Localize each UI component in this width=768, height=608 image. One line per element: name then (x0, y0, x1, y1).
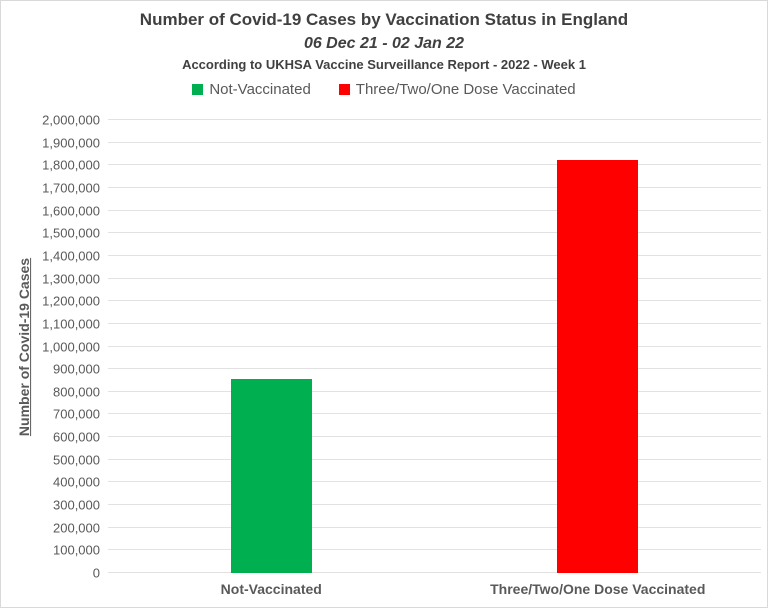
gridline (108, 481, 761, 483)
y-axis-title-wrap: Number of Covid-19 Cases (6, 120, 42, 573)
legend-item-vaccinated: Three/Two/One Dose Vaccinated (338, 81, 576, 98)
bar-not-vaccinated (230, 379, 312, 573)
y-tick-label: 1,400,000 (42, 248, 100, 264)
y-tick-label: 200,000 (53, 520, 100, 536)
y-tick-label: 400,000 (53, 474, 100, 490)
gridline (108, 300, 761, 302)
gridline (108, 232, 761, 234)
gridline (108, 345, 761, 347)
gridline (108, 549, 761, 551)
chart-title: Number of Covid-19 Cases by Vaccination … (139, 10, 629, 29)
x-axis-labels: Not-Vaccinated Three/Two/One Dose Vaccina… (108, 581, 761, 601)
gridline (108, 141, 761, 143)
gridline (108, 277, 761, 279)
gridline (108, 254, 761, 256)
legend-swatch-vaccinated-icon (338, 84, 350, 95)
gridline (108, 413, 761, 415)
y-tick-label: 2,000,000 (42, 112, 100, 128)
chart-legend: Not-Vaccinated Three/Two/One Dose Vaccin… (1, 81, 767, 98)
y-tick-label: 1,500,000 (42, 225, 100, 241)
y-tick-label: 600,000 (53, 429, 100, 445)
chart-source-note: According to UKHSA Vaccine Surveillance … (182, 57, 586, 72)
gridline (108, 164, 761, 166)
gridline (108, 458, 761, 460)
legend-swatch-not-vaccinated-icon (192, 84, 204, 95)
y-tick-label: 1,300,000 (42, 271, 100, 287)
gridline (108, 504, 761, 506)
y-tick-label: 0 (92, 565, 100, 581)
y-tick-label: 1,100,000 (42, 316, 100, 332)
plot-area: 0 100,000 200,000 300,000 400,000 500,000 600,… (42, 114, 761, 580)
x-tick-label: Not-Vaccinated (220, 581, 322, 597)
bar-three-two-one-dose-vaccinated (557, 159, 639, 573)
y-tick-label: 500,000 (53, 452, 100, 468)
y-axis-title: Number of Covid-19 Cases (16, 257, 33, 436)
gridline (108, 526, 761, 528)
legend-label-vaccinated: Three/Two/One Dose Vaccinated (355, 81, 576, 98)
gridline (108, 368, 761, 370)
gridline (108, 209, 761, 211)
y-tick-label: 1,600,000 (42, 203, 100, 219)
gridline (108, 322, 761, 324)
gridline (108, 572, 761, 573)
y-tick-label: 1,000,000 (42, 339, 100, 354)
legend-item-not-vaccinated: Not-Vaccinated (192, 81, 311, 98)
y-tick-label: 900,000 (53, 361, 100, 377)
y-tick-label: 1,800,000 (42, 157, 100, 173)
y-tick-label: 100,000 (53, 542, 100, 558)
x-tick-label: Three/Two/One Dose Vaccinated (490, 581, 706, 597)
y-tick-label: 300,000 (53, 497, 100, 513)
y-tick-label: 1,900,000 (42, 135, 100, 151)
y-tick-label: 800,000 (53, 384, 100, 400)
gridline (108, 119, 761, 120)
y-tick-label: 1,200,000 (42, 293, 100, 309)
chart-subtitle: 06 Dec 21 - 02 Jan 22 (303, 35, 465, 52)
gridline (108, 186, 761, 188)
gridline (108, 436, 761, 438)
y-tick-label: 1,700,000 (42, 180, 100, 196)
chart-title-block: Number of Covid-19 Cases by Vaccination … (1, 8, 767, 74)
gridline (108, 390, 761, 392)
y-tick-label: 700,000 (53, 406, 100, 422)
legend-label-not-vaccinated: Not-Vaccinated (209, 81, 311, 98)
